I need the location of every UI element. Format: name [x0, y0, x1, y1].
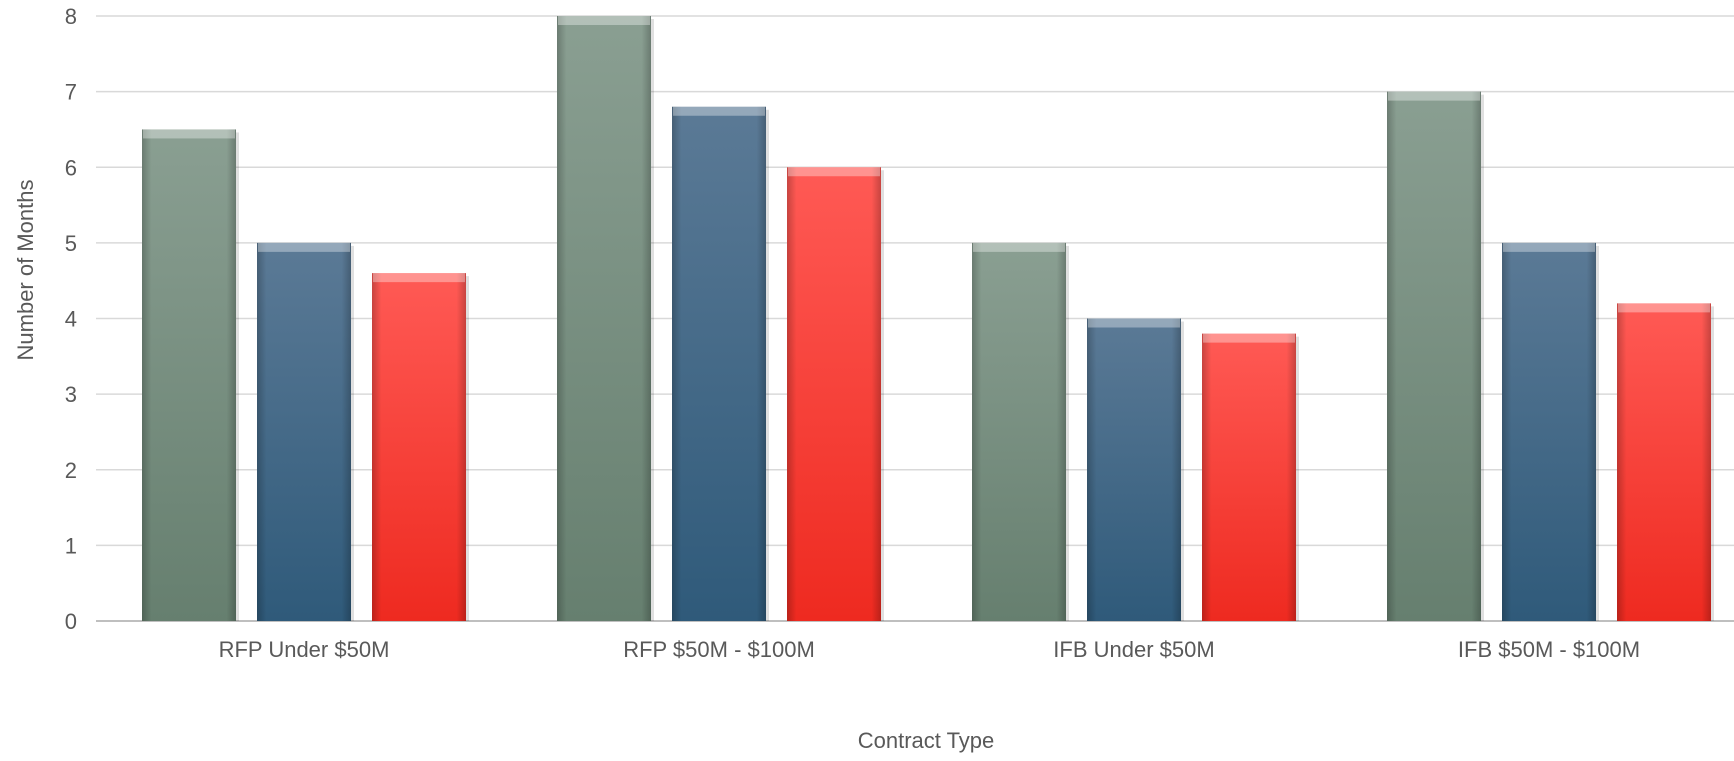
bar-2-2 [1202, 333, 1299, 621]
bar-highlight [1203, 333, 1295, 343]
x-tick-label: RFP Under $50M [219, 637, 390, 662]
x-tick-label: RFP $50M - $100M [623, 637, 815, 662]
bar-bevel [787, 167, 881, 621]
bar-highlight [788, 167, 880, 177]
y-tick-label: 7 [65, 80, 77, 105]
bar-0-0 [142, 129, 239, 621]
y-tick-label: 8 [65, 4, 77, 29]
y-tick-label: 1 [65, 533, 77, 558]
bar-bevel [1087, 318, 1181, 621]
x-tick-label: IFB $50M - $100M [1458, 637, 1640, 662]
bar-highlight [558, 16, 650, 25]
y-tick-label: 4 [65, 307, 77, 332]
bar-3-1 [1502, 242, 1599, 621]
bar-highlight [1388, 91, 1480, 101]
bar-bevel [1502, 242, 1596, 621]
bar-highlight [673, 106, 765, 116]
bar-highlight [1503, 242, 1595, 252]
y-tick-label: 6 [65, 155, 77, 180]
bar-1-0 [557, 16, 654, 621]
bar-2-0 [972, 242, 1069, 621]
bar-3-2 [1617, 303, 1714, 621]
bar-bevel [672, 106, 766, 621]
bar-1-1 [672, 106, 769, 621]
bar-highlight [143, 129, 235, 139]
bar-3-0 [1387, 91, 1484, 621]
bar-highlight [373, 273, 465, 283]
bar-0-1 [257, 242, 354, 621]
bar-highlight [258, 242, 350, 252]
bar-0-2 [372, 273, 469, 621]
x-axis-title: Contract Type [858, 728, 995, 753]
bar-bevel [372, 273, 466, 621]
bar-highlight [1088, 318, 1180, 328]
bar-bevel [557, 16, 651, 621]
bar-bevel [1617, 303, 1711, 621]
bar-highlight [1618, 303, 1710, 313]
y-tick-label: 0 [65, 609, 77, 634]
y-tick-label: 2 [65, 458, 77, 483]
bar-bevel [1387, 91, 1481, 621]
y-tick-label: 5 [65, 231, 77, 256]
y-axis-title: Number of Months [13, 180, 38, 361]
bar-1-2 [787, 167, 884, 621]
bar-bevel [972, 242, 1066, 621]
bar-highlight [973, 242, 1065, 252]
axis-ticks: 0 1 2 3 4 5 6 7 8 RFP Under $50M RFP $50M - $100M I… [65, 4, 1640, 662]
y-tick-label: 3 [65, 382, 77, 407]
bar-2-1 [1087, 318, 1184, 621]
bar-bevel [142, 129, 236, 621]
x-tick-label: IFB Under $50M [1053, 637, 1214, 662]
bar-bevel [1202, 333, 1296, 621]
bar-bevel [257, 242, 351, 621]
bars [142, 16, 1714, 621]
